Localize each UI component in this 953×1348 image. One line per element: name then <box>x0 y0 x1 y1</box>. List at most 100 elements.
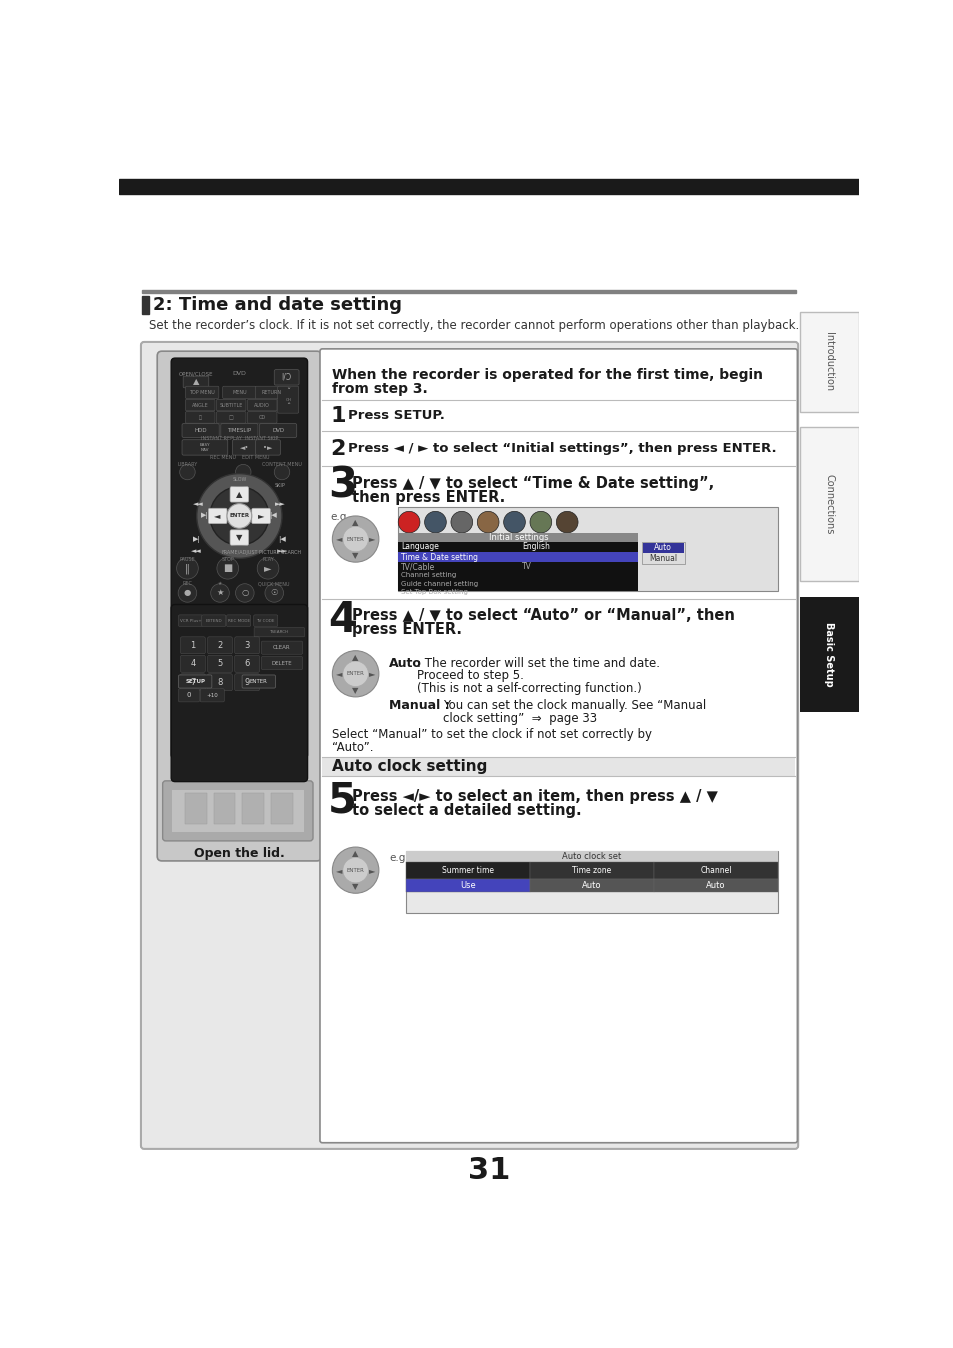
FancyBboxPatch shape <box>274 369 298 386</box>
Text: REC MODE: REC MODE <box>228 619 250 623</box>
Bar <box>406 861 530 879</box>
Bar <box>271 793 293 824</box>
Text: Channel: Channel <box>700 865 731 875</box>
Text: Set Top Box setting: Set Top Box setting <box>401 589 468 596</box>
Text: ◄◄: ◄◄ <box>193 501 203 507</box>
Text: ▼: ▼ <box>352 551 358 561</box>
Circle shape <box>332 516 378 562</box>
Text: SLOW: SLOW <box>232 477 246 483</box>
Text: Auto: Auto <box>654 543 672 553</box>
FancyBboxPatch shape <box>216 411 246 423</box>
Text: 3: 3 <box>244 640 250 650</box>
Circle shape <box>235 584 253 603</box>
Text: then press ENTER.: then press ENTER. <box>352 489 504 504</box>
Text: ▼: ▼ <box>352 686 358 696</box>
Text: When the recorder is operated for the first time, begin: When the recorder is operated for the fi… <box>332 368 761 381</box>
Circle shape <box>227 504 252 528</box>
Text: 0: 0 <box>187 693 191 698</box>
Circle shape <box>342 661 368 686</box>
Text: Introduction: Introduction <box>823 333 833 391</box>
Text: CD: CD <box>258 415 265 419</box>
Text: ˇ: ˇ <box>286 388 290 398</box>
Text: ►: ► <box>369 865 375 875</box>
Bar <box>185 793 207 824</box>
FancyBboxPatch shape <box>171 604 307 782</box>
Circle shape <box>397 511 419 532</box>
Circle shape <box>179 464 195 480</box>
Text: ▲: ▲ <box>352 518 358 527</box>
Text: ENTER: ENTER <box>229 514 249 519</box>
Bar <box>242 793 264 824</box>
Text: I/Ɔ: I/Ɔ <box>281 373 292 381</box>
Text: Guide channel setting: Guide channel setting <box>401 581 478 586</box>
Text: Time zone: Time zone <box>572 865 611 875</box>
Bar <box>654 879 778 892</box>
FancyBboxPatch shape <box>319 349 797 1143</box>
Text: □: □ <box>229 415 233 419</box>
Text: ►: ► <box>369 670 375 678</box>
Bar <box>406 851 778 913</box>
FancyBboxPatch shape <box>178 675 212 687</box>
Text: EASY
NAV: EASY NAV <box>199 443 210 452</box>
FancyBboxPatch shape <box>230 530 249 545</box>
Text: VCR Plus+: VCR Plus+ <box>179 619 201 623</box>
Bar <box>397 507 778 592</box>
Text: AUDIO: AUDIO <box>253 403 270 407</box>
Text: Press ◄ / ► to select “Initial settings”, then press ENTER.: Press ◄ / ► to select “Initial settings”… <box>348 442 776 456</box>
Text: REC MENU    EDIT MENU: REC MENU EDIT MENU <box>210 454 269 460</box>
Text: ★: ★ <box>216 589 224 597</box>
Text: |◀: |◀ <box>278 535 286 542</box>
FancyBboxPatch shape <box>171 359 307 759</box>
FancyBboxPatch shape <box>185 411 214 423</box>
Text: Press ▲ / ▼ to select “Auto” or “Manual”, then: Press ▲ / ▼ to select “Auto” or “Manual”… <box>352 608 734 623</box>
FancyBboxPatch shape <box>277 387 298 414</box>
Text: •►: •► <box>263 445 273 450</box>
Text: Auto: Auto <box>705 882 725 890</box>
Text: Press ◄/► to select an item, then press ▲ / ▼: Press ◄/► to select an item, then press … <box>352 790 717 805</box>
FancyBboxPatch shape <box>261 656 302 670</box>
Text: e.g.: e.g. <box>331 512 350 522</box>
Text: from step 3.: from step 3. <box>332 381 427 396</box>
Circle shape <box>211 584 229 603</box>
Text: ►: ► <box>257 511 264 520</box>
FancyBboxPatch shape <box>208 674 233 690</box>
FancyBboxPatch shape <box>178 689 199 702</box>
Text: 7: 7 <box>190 678 195 686</box>
Text: 📷: 📷 <box>198 415 201 419</box>
Text: DVD: DVD <box>233 371 246 376</box>
Text: ENTER: ENTER <box>346 868 364 872</box>
FancyBboxPatch shape <box>208 636 233 654</box>
FancyBboxPatch shape <box>233 439 257 456</box>
FancyBboxPatch shape <box>182 423 219 437</box>
Circle shape <box>274 464 290 480</box>
Text: ◄: ◄ <box>214 511 221 520</box>
Text: Manual: Manual <box>649 554 677 563</box>
Text: ▲: ▲ <box>352 652 358 662</box>
FancyBboxPatch shape <box>261 642 302 654</box>
Text: Press ▲ / ▼ to select “Time & Date setting”,: Press ▲ / ▼ to select “Time & Date setti… <box>352 476 713 491</box>
Circle shape <box>342 857 368 883</box>
Text: ▼: ▼ <box>352 883 358 891</box>
FancyBboxPatch shape <box>162 780 313 841</box>
Bar <box>142 295 149 314</box>
Text: Auto clock set: Auto clock set <box>561 852 621 861</box>
Text: +10: +10 <box>206 693 218 698</box>
Text: ‖: ‖ <box>185 563 190 573</box>
Text: Auto clock setting: Auto clock setting <box>332 759 486 774</box>
FancyBboxPatch shape <box>253 628 304 636</box>
Text: ◄•: ◄• <box>240 445 250 450</box>
FancyBboxPatch shape <box>255 439 280 456</box>
Text: ►: ► <box>264 563 272 573</box>
Text: PLAY: PLAY <box>262 557 274 562</box>
Circle shape <box>210 487 269 545</box>
Text: Summer time: Summer time <box>441 865 494 875</box>
FancyBboxPatch shape <box>180 655 205 673</box>
Text: e.g.: e.g. <box>389 853 408 863</box>
Text: 8: 8 <box>217 678 222 686</box>
Bar <box>530 861 654 879</box>
Text: 9: 9 <box>244 678 250 686</box>
Text: 6: 6 <box>244 659 250 669</box>
Text: TV: TV <box>521 562 532 572</box>
Text: QUICK MENU: QUICK MENU <box>258 581 290 586</box>
Text: ◄: ◄ <box>335 535 342 543</box>
